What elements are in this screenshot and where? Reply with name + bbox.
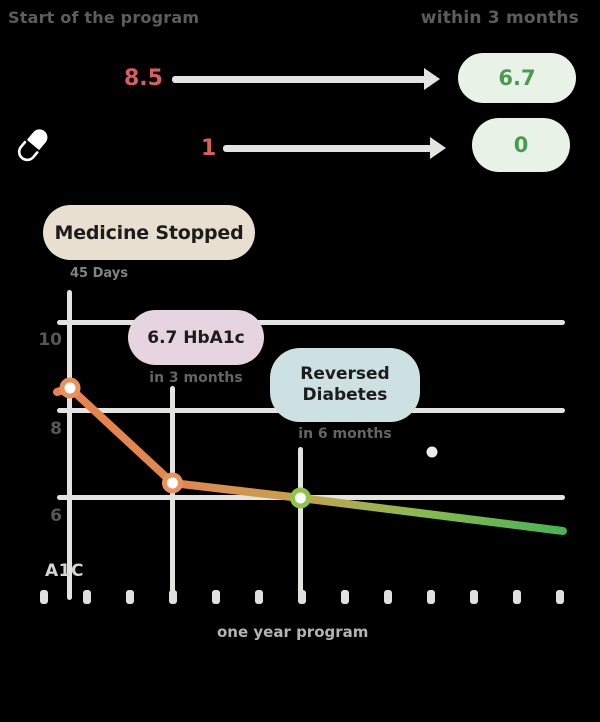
x-axis-tick	[341, 590, 349, 604]
y-tick-10: 10	[38, 330, 62, 350]
decorative-dot	[426, 446, 438, 458]
medicine-stopped-bubble: Medicine Stopped	[43, 205, 255, 260]
medicine-stopped-label: Medicine Stopped	[54, 221, 244, 244]
guide-line-3-months	[170, 386, 175, 600]
x-axis-tick	[255, 590, 263, 604]
x-axis-tick	[298, 590, 306, 604]
x-axis-tick	[556, 590, 564, 604]
y-axis-label: A1C	[45, 561, 84, 581]
arrow-icon	[172, 76, 426, 83]
medicines-before-value: 1	[201, 136, 217, 161]
hba1c-before-value: 8.5	[124, 66, 163, 91]
x-axis-tick	[83, 590, 91, 604]
medicine-stopped-sublabel: 45 Days	[70, 266, 128, 281]
gridline-6	[57, 495, 565, 500]
hba1c-milestone-bubble: 6.7 HbA1c	[128, 310, 264, 365]
x-axis-tick	[513, 590, 521, 604]
reversed-diabetes-sublabel: in 6 months	[298, 426, 392, 442]
header-start-label: Start of the program	[8, 8, 200, 27]
medicines-after-value: 0	[513, 133, 529, 157]
hba1c-milestone-sublabel: in 3 months	[149, 370, 243, 386]
x-axis-tick	[40, 590, 48, 604]
x-axis-tick	[126, 590, 134, 604]
guide-line-6-months	[298, 447, 303, 600]
arrow-head-icon	[424, 68, 440, 90]
x-axis-label: one year program	[217, 623, 369, 641]
y-tick-8: 8	[50, 419, 62, 439]
x-axis-tick	[427, 590, 435, 604]
reversed-diabetes-bubble: Reversed Diabetes	[270, 348, 420, 422]
x-axis-tick	[470, 590, 478, 604]
pill-icon	[6, 124, 54, 172]
hba1c-milestone-label: 6.7 HbA1c	[147, 327, 245, 348]
hba1c-after-box: 6.7	[458, 53, 576, 103]
gridline-10	[57, 320, 565, 325]
hba1c-after-value: 6.7	[498, 66, 536, 90]
x-axis-tick	[169, 590, 177, 604]
arrow-icon	[223, 145, 432, 152]
guide-line-45-days	[67, 290, 72, 600]
header-within-label: within 3 months	[420, 8, 579, 28]
x-axis-tick	[212, 590, 220, 604]
x-axis-tick	[384, 590, 392, 604]
medicines-after-box: 0	[472, 118, 570, 172]
y-tick-6: 6	[50, 506, 62, 526]
reversed-diabetes-label: Reversed Diabetes	[300, 363, 390, 405]
arrow-head-icon	[430, 137, 446, 159]
